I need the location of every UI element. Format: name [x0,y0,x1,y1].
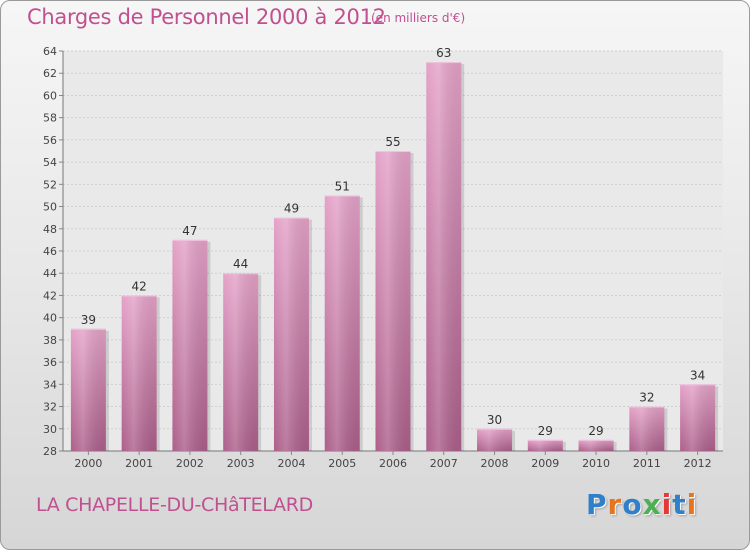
bar-sheen [121,295,157,451]
x-tick-label: 2011 [633,457,661,470]
y-tick-label: 46 [43,245,57,258]
bar-sheen [324,195,360,451]
y-tick-label: 28 [43,445,57,458]
value-label: 32 [639,391,654,405]
y-tick-label: 38 [43,334,57,347]
y-tick-label: 52 [43,178,57,191]
x-tick-label: 2006 [379,457,407,470]
y-tick-label: 42 [43,289,57,302]
y-tick-label: 64 [43,45,57,58]
value-label: 29 [588,424,603,438]
x-tick-label: 2012 [684,457,712,470]
chart-title: Charges de Personnel 2000 à 2012 [27,5,386,29]
y-tick-label: 40 [43,312,57,325]
y-tick-label: 48 [43,223,57,236]
x-tick-label: 2008 [481,457,509,470]
value-label: 42 [132,279,147,293]
commune-name: LA CHAPELLE-DU-CHâTELARD [36,494,313,516]
value-label: 47 [182,224,197,238]
value-label: 55 [385,135,400,149]
y-tick-label: 60 [43,89,57,102]
bar-sheen [629,406,665,451]
y-tick-label: 44 [43,267,57,280]
proxiti-logo[interactable]: Proxiti [586,488,697,521]
y-tick-label: 30 [43,423,57,436]
value-labels: 39 42 47 44 49 51 55 63 30 29 29 32 34 [81,46,706,438]
bar-sheen [375,151,411,451]
x-tick-label: 2002 [176,457,204,470]
bar-sheen [527,439,563,451]
x-tick-label: 2003 [227,457,255,470]
x-tick-label: 2000 [74,457,102,470]
logo-letter: t [672,488,687,521]
y-tick-label: 62 [43,67,57,80]
y-tick-label: 34 [43,378,57,391]
y-tick-label: 32 [43,401,57,414]
bars [70,62,719,451]
bar-sheen [273,217,309,451]
x-axis: 2000 2001 2002 2003 2004 2005 2006 2007 2008 2009… [74,451,712,470]
bar-sheen [477,428,513,451]
value-label: 51 [335,179,350,193]
y-tick-label: 36 [43,356,57,369]
logo-letter: r [607,488,623,521]
bar-sheen [70,328,106,451]
x-tick-label: 2004 [277,457,305,470]
value-label: 39 [81,313,96,327]
bar-sheen [578,439,614,451]
x-tick-label: 2005 [328,457,356,470]
value-label: 44 [233,257,248,271]
bar-sheen [426,62,462,451]
chart-unit-label: (en milliers d'€) [371,11,466,25]
value-label: 29 [538,424,553,438]
x-tick-label: 2009 [531,457,559,470]
logo-letter: i [661,488,673,521]
logo-letter: i [686,488,698,521]
y-tick-label: 58 [43,112,57,125]
bar-sheen [223,273,259,451]
value-label: 49 [284,202,299,216]
bar-sheen [172,239,208,451]
logo-letter: P [586,488,608,521]
y-tick-label: 50 [43,201,57,214]
value-label: 30 [487,413,502,427]
value-label: 63 [436,46,451,60]
x-tick-label: 2001 [125,457,153,470]
y-tick-label: 54 [43,156,57,169]
y-tick-label: 56 [43,134,57,147]
bar-sheen [680,384,716,451]
x-tick-label: 2010 [582,457,610,470]
value-label: 34 [690,368,705,382]
x-tick-label: 2007 [430,457,458,470]
logo-letter: x [642,488,662,521]
logo-letter: o [622,488,643,521]
